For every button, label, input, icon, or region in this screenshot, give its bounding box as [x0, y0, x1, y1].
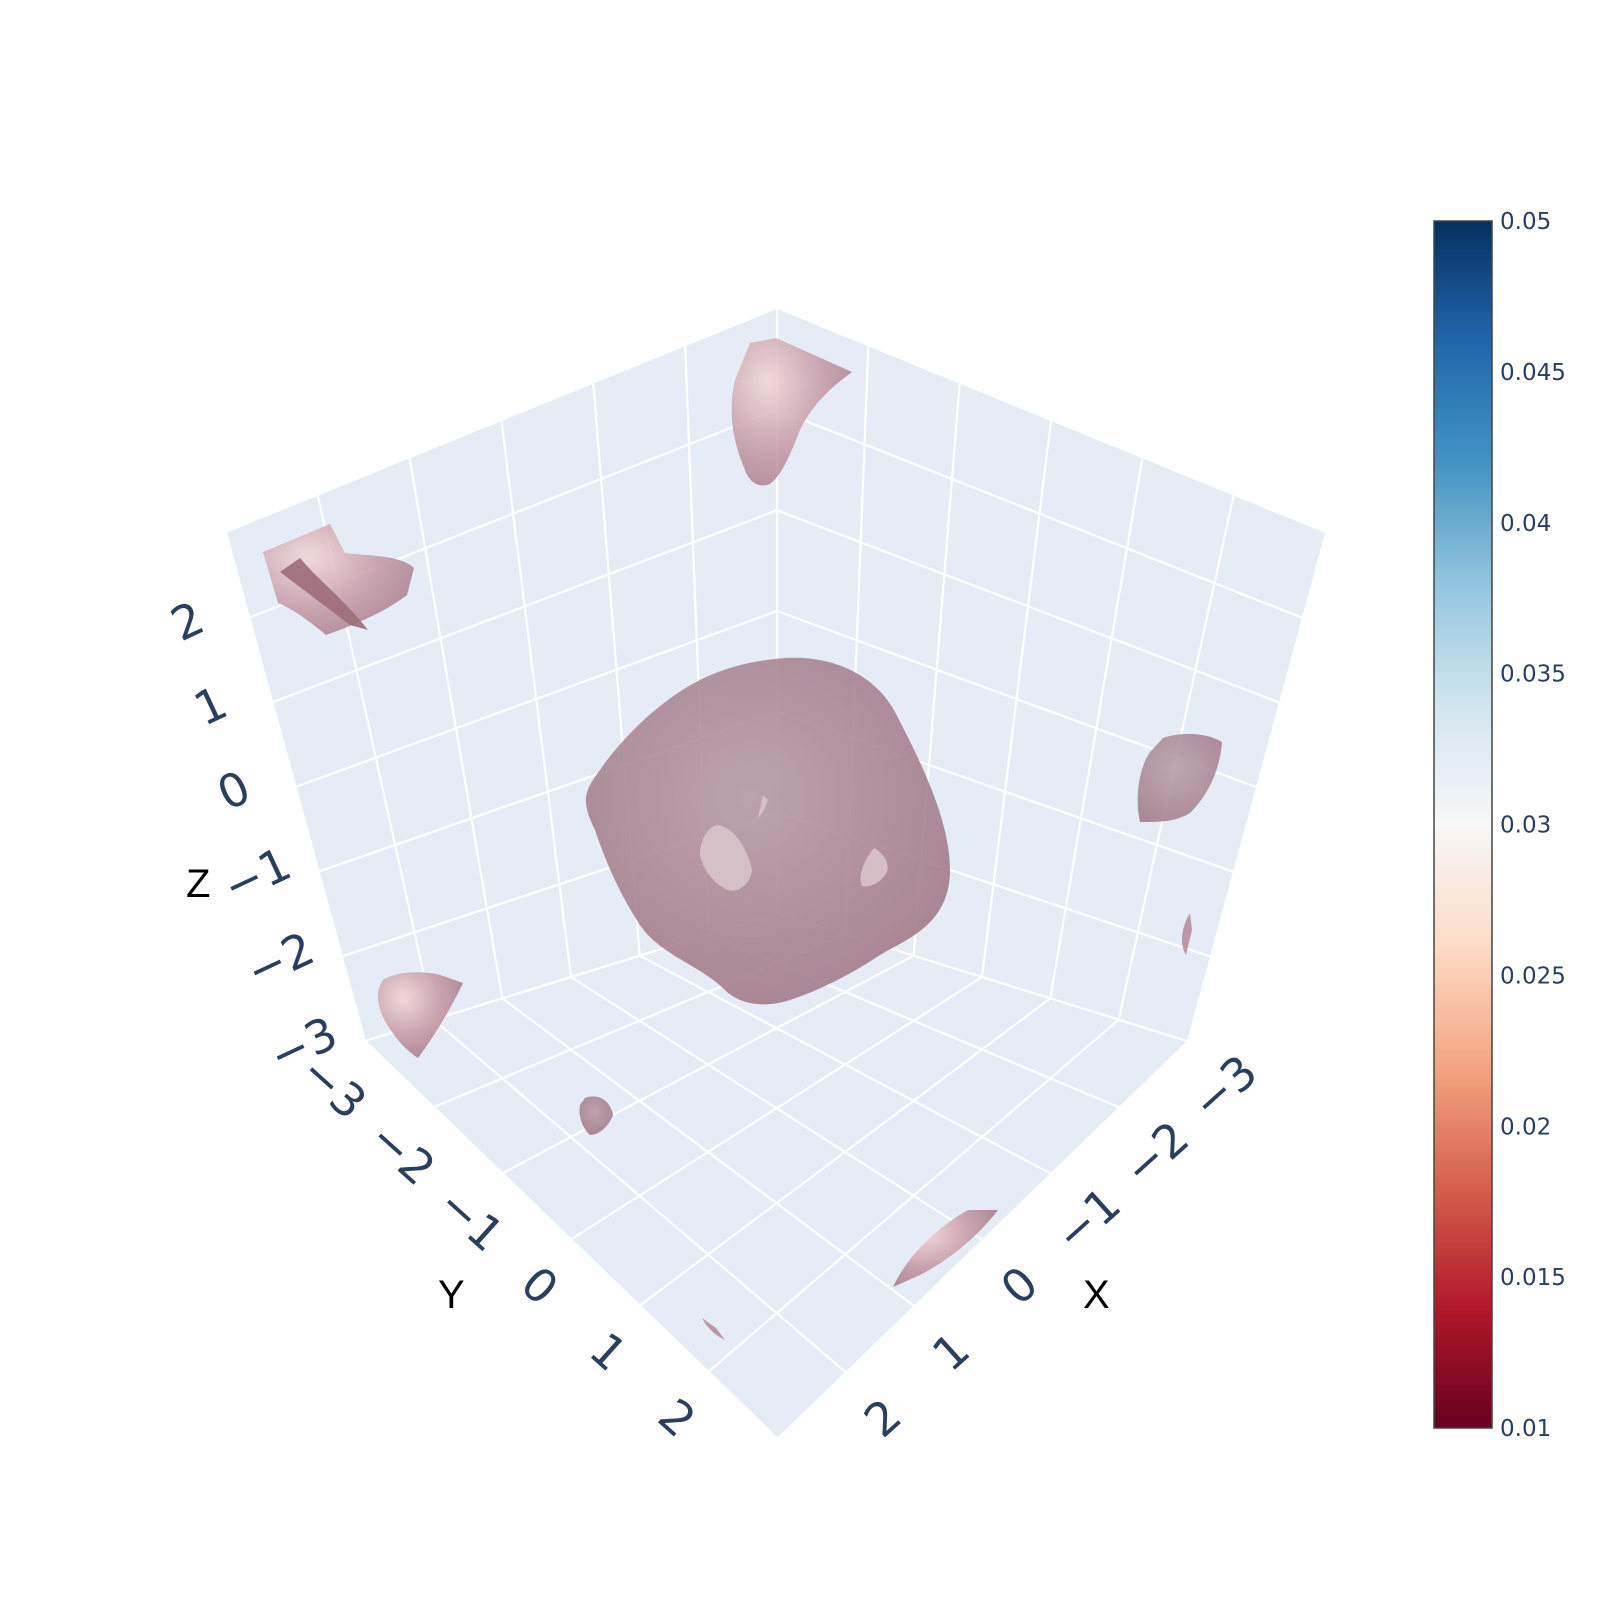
colorbar-tick-label: 0.03: [1500, 813, 1551, 839]
colorbar-tick-label: 0.035: [1500, 662, 1566, 688]
y-axis-title: Y: [438, 1273, 465, 1317]
isosurface-upper-left: [263, 524, 414, 635]
isosurface-top-corner: [731, 338, 852, 486]
pane-floor: [365, 913, 1187, 1438]
colorbar-gradient: [1433, 220, 1493, 1429]
x-axis-title: X: [1083, 1273, 1110, 1317]
y-tick-label: 0: [511, 1256, 569, 1316]
isosurface-right-small: [1181, 913, 1192, 955]
isosurface-inner-right: [860, 848, 888, 887]
colorbar[interactable]: 0.01 0.015 0.02 0.025 0.03 0.035 0.04 0.045 0.05: [1433, 209, 1566, 1442]
colorbar-tick-label: 0.05: [1500, 209, 1551, 235]
colorbar-tick-label: 0.04: [1500, 511, 1551, 537]
x-tick-label: 2: [854, 1388, 912, 1448]
colorbar-tick-label: 0.02: [1500, 1114, 1551, 1140]
colorbar-tick-label: 0.025: [1500, 963, 1566, 989]
z-tick-label: 2: [163, 591, 212, 652]
colorbar-tick-label: 0.015: [1500, 1265, 1566, 1291]
x-tick-label: 1: [922, 1322, 980, 1382]
colorbar-tick-label: 0.045: [1500, 360, 1566, 386]
isosurface-small-front: [579, 1096, 613, 1135]
colorbar-tick-labels: 0.01 0.015 0.02 0.025 0.03 0.035 0.04 0.045 0.05: [1500, 209, 1566, 1442]
x-tick-label: −1: [1044, 1177, 1131, 1263]
x-tick-label: 0: [990, 1256, 1048, 1316]
colorbar-tick-label: 0.01: [1500, 1416, 1551, 1442]
y-tick-label: 2: [648, 1388, 706, 1448]
isosurface-upper-left-fold: [280, 558, 368, 630]
x-tick-label: −3: [1181, 1044, 1268, 1130]
z-tick-label: 0: [209, 760, 258, 821]
isosurface-lower-left: [377, 972, 463, 1058]
isosurface-front-right: [893, 1210, 998, 1287]
isosurface-central: [585, 657, 950, 1005]
isosurface-right: [1137, 733, 1222, 822]
isosurfaces: [263, 338, 1222, 1340]
y-tick-label: 1: [579, 1322, 637, 1382]
y-tick-label: −2: [359, 1111, 446, 1197]
scene-panes: [226, 309, 1325, 1438]
z-tick-label: −1: [215, 836, 299, 914]
z-tick-label: −2: [238, 921, 322, 999]
x-tick-label: −2: [1113, 1111, 1200, 1197]
isosurface-front-small: [702, 1318, 725, 1340]
isosurface-inner-left: [700, 825, 752, 891]
isosurface-inner-top: [758, 795, 768, 818]
z-tick-label: 1: [186, 675, 235, 736]
y-tick-label: −1: [428, 1177, 515, 1263]
z-axis-title: Z: [186, 862, 210, 906]
